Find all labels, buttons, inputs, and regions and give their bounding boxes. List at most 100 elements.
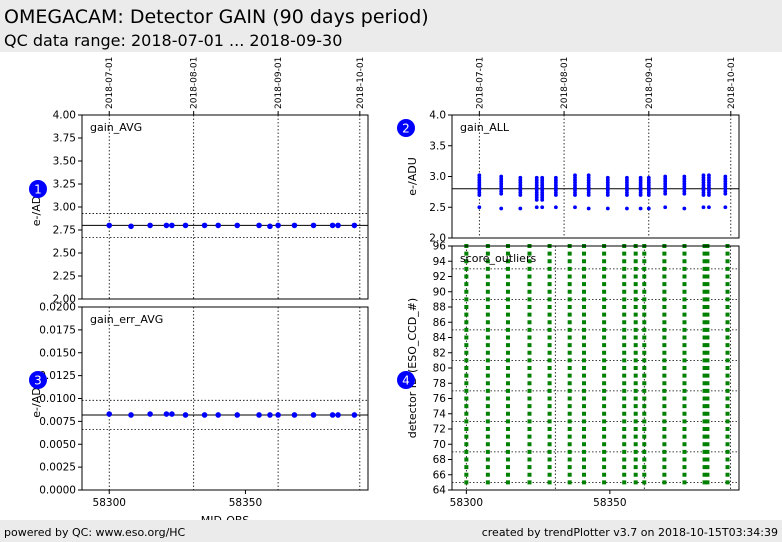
y-tick-label: 66 <box>433 469 447 481</box>
outlier-marker <box>505 297 510 302</box>
outlier-marker <box>622 419 627 424</box>
outlier-marker <box>567 472 572 477</box>
outlier-marker <box>633 442 638 447</box>
outlier-marker <box>725 396 730 401</box>
outlier-marker <box>527 381 532 386</box>
outlier-marker <box>725 388 730 393</box>
outlier-marker <box>705 480 710 485</box>
outlier-marker <box>622 480 627 485</box>
outlier-marker <box>527 312 532 317</box>
outlier-marker <box>567 259 572 264</box>
outlier-marker <box>505 289 510 294</box>
data-point <box>201 222 208 229</box>
outlier-marker <box>633 419 638 424</box>
outlier-marker <box>602 297 607 302</box>
outlier-marker <box>725 442 730 447</box>
y-tick-label: 3.50 <box>53 156 76 168</box>
outlier-marker <box>622 358 627 363</box>
outlier-marker <box>662 449 667 454</box>
outlier-marker <box>464 396 469 401</box>
data-point <box>351 222 358 229</box>
outlier-marker <box>547 442 552 447</box>
outlier-marker <box>633 312 638 317</box>
y-tick-label: 84 <box>433 332 447 344</box>
outlier-marker <box>505 381 510 386</box>
outlier-marker <box>622 472 627 477</box>
outlier-marker <box>464 449 469 454</box>
data-point <box>106 222 113 229</box>
outlier-marker <box>682 289 687 294</box>
outlier-marker <box>602 465 607 470</box>
date-tick-label: 2018-08-01 <box>190 57 200 109</box>
outlier-marker <box>633 305 638 309</box>
outlier-marker <box>485 350 490 355</box>
outlier-marker <box>633 297 638 302</box>
outlier-marker <box>642 457 647 462</box>
outlier-marker <box>702 350 707 355</box>
outlier-marker <box>582 297 587 302</box>
panel-number-badge <box>29 180 47 198</box>
outlier-marker <box>702 388 707 393</box>
outlier-marker <box>642 442 647 447</box>
x-tick-label: 58300 <box>450 497 483 509</box>
outlier-marker <box>464 457 469 462</box>
axes-frame <box>451 245 740 491</box>
outlier-marker <box>485 411 490 416</box>
outlier-marker <box>547 480 552 485</box>
outlier-marker <box>682 327 687 332</box>
outlier-marker <box>505 449 510 454</box>
outlier-marker <box>464 282 469 287</box>
outlier-marker <box>485 259 490 264</box>
outlier-marker <box>622 404 627 409</box>
outlier-marker <box>547 373 552 378</box>
outlier-marker <box>602 434 607 439</box>
y-tick-label: 3.00 <box>53 202 76 214</box>
panel-number: 3 <box>34 374 42 388</box>
data-point <box>106 411 113 417</box>
outlier-marker <box>705 427 710 431</box>
outlier-marker <box>485 419 490 424</box>
outlier-marker <box>622 335 627 340</box>
data-point <box>169 222 175 229</box>
outlier-marker <box>547 297 552 302</box>
outlier-marker <box>633 350 638 355</box>
outlier-marker <box>485 373 490 378</box>
outlier-marker <box>633 472 638 477</box>
outlier-marker <box>633 411 638 416</box>
outlier-marker <box>633 259 638 264</box>
outlier-marker <box>505 282 510 287</box>
y-tick-label: 82 <box>433 347 446 359</box>
outlier-marker <box>662 282 667 287</box>
outlier-marker <box>567 251 572 256</box>
outlier-marker <box>567 434 572 439</box>
outlier-marker <box>682 259 687 264</box>
outlier-marker <box>527 396 532 401</box>
outlier-marker <box>582 266 587 271</box>
outlier-marker <box>622 427 627 431</box>
outlier-marker <box>633 434 638 439</box>
y-tick-label: 2.5 <box>429 202 446 214</box>
outlier-marker <box>567 343 572 348</box>
outlier-marker <box>602 289 607 294</box>
panel-number-badge <box>397 371 415 389</box>
outlier-marker <box>485 472 490 477</box>
outlier-marker <box>547 366 552 370</box>
outlier-marker <box>702 358 707 363</box>
outlier-marker <box>705 282 710 287</box>
date-tick-label: 2018-10-01 <box>727 57 737 109</box>
outlier-marker <box>705 335 710 340</box>
outlier-marker <box>682 457 687 462</box>
outlier-marker <box>633 427 638 431</box>
data-point <box>147 411 153 417</box>
data-point <box>128 223 134 230</box>
outlier-marker <box>505 320 510 325</box>
outlier-marker <box>705 411 710 416</box>
outlier-marker <box>725 434 730 439</box>
outlier-marker <box>505 465 510 470</box>
data-point <box>534 175 539 180</box>
outlier-marker <box>622 396 627 401</box>
outlier-marker <box>464 373 469 378</box>
outlier-marker <box>725 366 730 370</box>
outlier-marker <box>705 289 710 294</box>
outlier-marker <box>682 404 687 409</box>
